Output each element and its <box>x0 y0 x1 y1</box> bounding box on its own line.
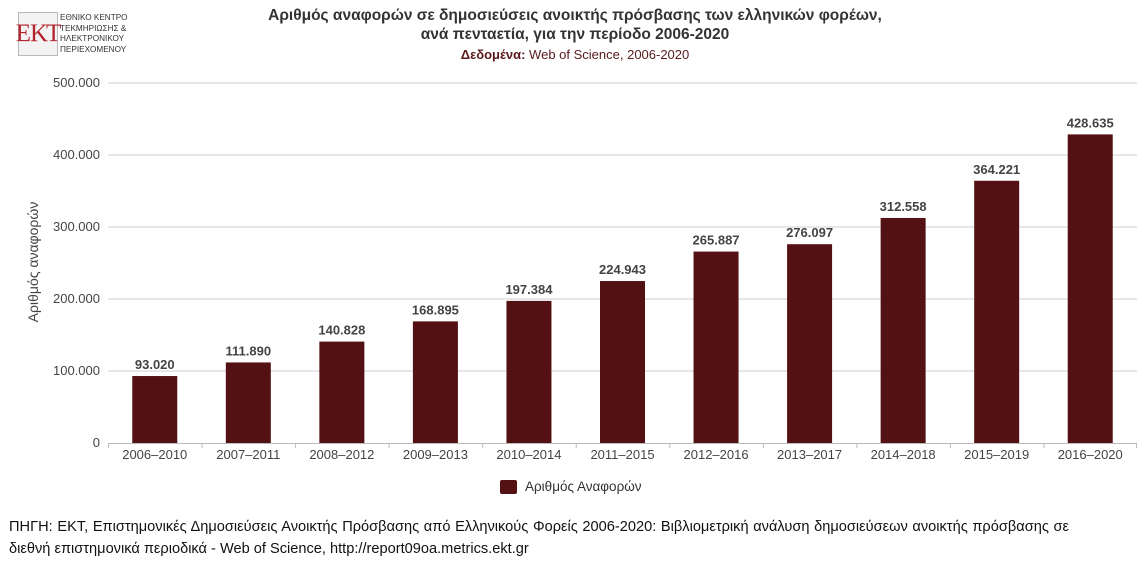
bar-value-label: 276.097 <box>786 225 833 240</box>
subtitle-text: Web of Science, 2006-2020 <box>525 47 690 62</box>
bar <box>787 244 833 443</box>
y-tick-label: 0 <box>93 435 100 450</box>
y-tick-label: 400.000 <box>53 147 100 162</box>
bar-value-label: 111.890 <box>226 343 272 358</box>
x-tick-label: 2007–2011 <box>216 447 280 462</box>
x-tick-label: 2010–2014 <box>496 447 561 462</box>
y-tick-label: 200.000 <box>53 291 100 306</box>
legend-swatch <box>500 479 517 494</box>
bar <box>1067 134 1113 443</box>
y-tick-label: 100.000 <box>53 363 100 378</box>
bar <box>693 251 739 443</box>
legend-label: Αριθμός Αναφορών <box>525 479 642 494</box>
ekt-logo-text: ΕΘΝΙΚΟ ΚΕΝΤΡΟ ΤΕΚΜΗΡΙΩΣΗΣ & ΗΛΕΚΤΡΟΝΙΚΟΥ… <box>60 13 128 54</box>
y-tick-label: 500.000 <box>53 75 100 90</box>
bar-chart: 0 100.000 200.000 300.000 400.000 500.000 Αριθ… <box>25 75 1137 462</box>
bar-value-label: 265.887 <box>693 233 740 248</box>
x-tick-label: 2009–2013 <box>403 447 468 462</box>
bar-value-label: 428.635 <box>1067 115 1114 130</box>
bar-value-label: 93.020 <box>135 357 175 372</box>
ekt-logo-mark-box: ΕΚΤ <box>15 12 61 56</box>
bar <box>506 300 552 443</box>
x-tick-label: 2012–2016 <box>684 447 749 462</box>
bar-value-label: 364.221 <box>973 162 1020 177</box>
chart-legend[interactable]: Αριθμός Αναφορών <box>500 479 642 494</box>
source-note: ΠΗΓΗ: ΕΚΤ, Επιστημονικές Δημοσιεύσεις Αν… <box>9 519 1069 557</box>
chart-title-line-1: Αριθμός αναφορών σε δημοσιεύσεις ανοικτή… <box>268 7 882 24</box>
x-tick-label: 2011–2015 <box>590 447 654 462</box>
y-tick-label: 300.000 <box>53 219 100 234</box>
bar <box>974 180 1020 444</box>
ekt-logo: ΕΚΤ ΕΘΝΙΚΟ ΚΕΝΤΡΟ ΤΕΚΜΗΡΙΩΣΗΣ & ΗΛΕΚΤΡΟΝ… <box>15 12 158 58</box>
bar <box>880 217 926 443</box>
x-tick-label: 2014–2018 <box>871 447 936 462</box>
x-tick-label: 2008–2012 <box>309 447 374 462</box>
bar <box>132 376 178 443</box>
x-tick-label: 2006–2010 <box>122 447 187 462</box>
bar <box>412 321 458 443</box>
bar-value-label: 168.895 <box>412 302 459 317</box>
x-tick-label: 2016–2020 <box>1058 447 1123 462</box>
bar-value-label: 224.943 <box>599 262 646 277</box>
chart-subtitle: Δεδομένα: Web of Science, 2006-2020 <box>150 47 1000 62</box>
y-axis-title: Αριθμός αναφορών <box>25 202 41 323</box>
bar-value-label: 197.384 <box>505 282 553 297</box>
bar <box>319 341 365 443</box>
bar-value-label: 312.558 <box>880 199 927 214</box>
x-tick-label: 2015–2019 <box>964 447 1029 462</box>
bar-value-label: 140.828 <box>318 323 365 338</box>
x-tick-label: 2013–2017 <box>777 447 842 462</box>
ekt-logo-mark: ΕΚΤ <box>15 20 61 47</box>
subtitle-label: Δεδομένα: <box>460 47 526 62</box>
chart-title-line-2: ανά πενταετία, για την περίοδο 2006-2020 <box>420 26 730 43</box>
bar <box>600 281 645 443</box>
bar <box>225 362 271 443</box>
